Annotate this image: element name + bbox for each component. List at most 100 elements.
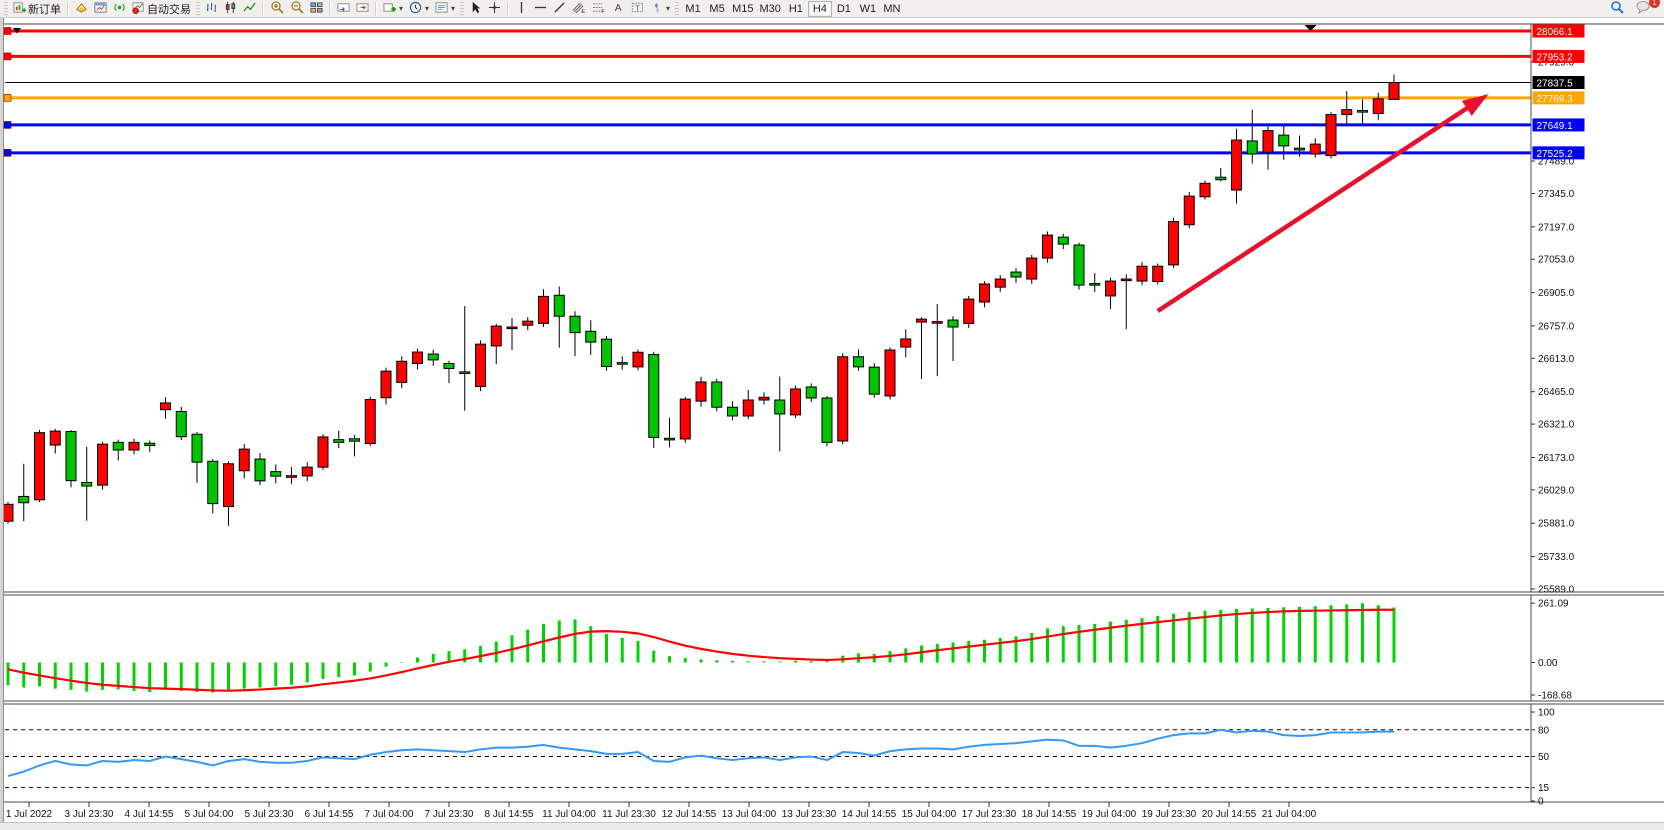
rsi-pane — [5, 728, 1531, 789]
toolbar-grip[interactable] — [196, 1, 200, 16]
candle-body — [1246, 140, 1258, 155]
channel-button[interactable]: E — [569, 1, 589, 17]
new-order-icon — [13, 1, 26, 17]
time-tick-label: 13 Jul 04:00 — [722, 809, 777, 820]
bar-chart-button[interactable] — [202, 1, 221, 17]
chevron-down-icon: ▾ — [425, 4, 430, 13]
candle-body — [349, 438, 360, 442]
add-indicator-button[interactable]: ▾ — [380, 1, 406, 17]
horizontal-line-icon — [534, 1, 547, 17]
toolbar-grip[interactable] — [460, 1, 465, 16]
trend-arrow-line[interactable] — [1156, 104, 1472, 313]
toolbar-grip[interactable] — [675, 1, 680, 16]
macd-pane — [6, 603, 1396, 693]
autotrading-button[interactable]: 自动交易 — [129, 1, 194, 17]
price-tick-label: 25589.0 — [1538, 585, 1575, 596]
line-handle[interactable] — [3, 27, 12, 35]
line-chart-button[interactable] — [240, 1, 259, 17]
chevron-down-icon: ▾ — [666, 4, 671, 13]
candle-body — [81, 481, 93, 487]
time-tick-label: 11 Jul 04:00 — [542, 809, 596, 820]
text-label-button[interactable]: T — [628, 1, 647, 17]
timeframe-m5-button[interactable]: M5 — [705, 1, 729, 17]
vertical-line-icon — [515, 1, 528, 17]
trendline-button[interactable] — [550, 1, 569, 17]
candle-body — [1073, 244, 1085, 286]
text-button[interactable]: A — [609, 1, 628, 17]
candle-body — [1388, 81, 1400, 100]
candle-body — [1231, 139, 1242, 191]
vertical-line-button[interactable] — [512, 1, 531, 17]
chat-button[interactable] — [1633, 1, 1654, 17]
templates-button[interactable]: ▾ — [432, 1, 458, 17]
shapes-button[interactable]: ▾ — [647, 1, 673, 17]
price-tick-label: 26029.0 — [1538, 485, 1575, 496]
chart-shift-button[interactable] — [353, 1, 372, 17]
time-tick-label: 7 Jul 23:30 — [425, 809, 474, 820]
object-lines — [5, 29, 1531, 155]
candlestick-chart-button[interactable] — [221, 1, 240, 17]
line-handle[interactable] — [3, 149, 12, 157]
candle-body — [380, 370, 392, 399]
candle-body — [569, 315, 581, 334]
time-tick-label: 17 Jul 23:30 — [962, 809, 1017, 820]
toolbar-grip[interactable] — [4, 1, 8, 16]
candle-body — [317, 436, 329, 468]
periods-menu-button[interactable]: ▾ — [406, 1, 432, 17]
time-tick-label: 21 Jul 04:00 — [1262, 809, 1317, 820]
crosshair-button[interactable] — [485, 1, 504, 17]
timeframe-h1-button[interactable]: H1 — [784, 1, 808, 17]
zoom-in-icon — [270, 0, 284, 17]
time-tick-label: 19 Jul 23:30 — [1142, 809, 1197, 820]
fibonacci-button[interactable]: F — [589, 1, 609, 17]
time-tick-label: 5 Jul 04:00 — [185, 809, 234, 820]
auto-scroll-button[interactable] — [334, 1, 353, 17]
candle-body — [191, 433, 203, 463]
timeframe-mn-button[interactable]: MN — [880, 1, 904, 17]
tile-windows-button[interactable] — [307, 1, 326, 17]
timeframe-m1-button[interactable]: M1 — [681, 1, 705, 17]
separator — [507, 1, 510, 16]
horizontal-line-button[interactable] — [531, 1, 550, 17]
timeframe-d1-button[interactable]: D1 — [832, 1, 856, 17]
chart-window-button[interactable] — [91, 1, 110, 17]
line-handle[interactable] — [3, 94, 12, 102]
timeframe-h4-button[interactable]: H4 — [807, 0, 832, 17]
candle-body — [664, 437, 675, 441]
candle-body — [1120, 278, 1132, 282]
timeframe-m30-button[interactable]: M30 — [756, 1, 783, 17]
trend-arrow-head — [1461, 94, 1489, 116]
candle-body — [412, 351, 423, 365]
line-handle[interactable] — [3, 121, 12, 129]
candle-body — [884, 349, 896, 397]
candle-body — [207, 460, 219, 505]
new-order-button[interactable]: 新订单 — [10, 1, 64, 17]
candle-body — [742, 399, 754, 417]
search-icon — [1610, 0, 1624, 17]
auto-scroll-icon — [337, 1, 350, 17]
candle-body — [1215, 176, 1227, 181]
price-line-label-box — [1532, 24, 1585, 38]
macd-signal-line — [7, 608, 1394, 692]
line-handle[interactable] — [3, 52, 12, 61]
time-tick-label: 18 Jul 14:55 — [1022, 809, 1077, 820]
price-tick-label: 27197.0 — [1538, 222, 1575, 233]
timeframe-w1-button[interactable]: W1 — [856, 1, 880, 17]
chart-window-icon — [94, 1, 107, 17]
candle-body — [522, 320, 534, 326]
gold-tool-button[interactable] — [72, 1, 91, 17]
search-button[interactable] — [1607, 1, 1627, 17]
signals-button[interactable] — [110, 1, 129, 17]
price-tick-label: 26757.0 — [1538, 321, 1575, 332]
autotrading-label: 自动交易 — [147, 3, 191, 16]
timeframe-m15-button[interactable]: M15 — [729, 1, 756, 17]
chart-shift-marker[interactable] — [1304, 25, 1317, 31]
candle-body — [65, 431, 77, 482]
zoom-in-button[interactable] — [267, 1, 287, 17]
cursor-button[interactable] — [466, 1, 485, 17]
shapes-icon — [650, 1, 663, 17]
crosshair-icon — [488, 1, 501, 17]
autotrading-icon — [132, 1, 145, 17]
zoom-out-button[interactable] — [287, 1, 307, 17]
